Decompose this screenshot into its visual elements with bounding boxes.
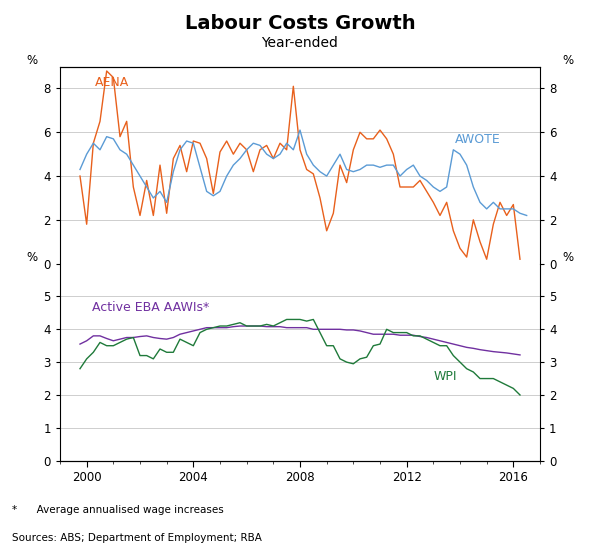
Text: Active EBA AAWIs*: Active EBA AAWIs* (92, 301, 209, 314)
Text: %: % (26, 251, 38, 264)
Text: %: % (26, 54, 38, 67)
Text: Sources: ABS; Department of Employment; RBA: Sources: ABS; Department of Employment; … (12, 533, 262, 543)
Text: WPI: WPI (433, 370, 457, 383)
Text: %: % (562, 251, 574, 264)
Text: Labour Costs Growth: Labour Costs Growth (185, 14, 415, 33)
Text: %: % (562, 54, 574, 67)
Text: AWOTE: AWOTE (455, 133, 500, 146)
Text: *      Average annualised wage increases: * Average annualised wage increases (12, 505, 224, 515)
Text: Year-ended: Year-ended (262, 36, 338, 50)
Text: AENA: AENA (95, 76, 129, 89)
